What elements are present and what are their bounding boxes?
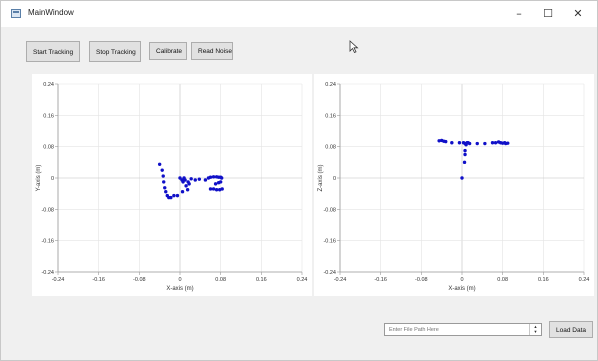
y-tick-label: 0 [51, 176, 54, 182]
x-tick-label: 0.08 [497, 277, 508, 283]
calibrate-button[interactable]: Calibrate [149, 42, 187, 60]
file-path-input[interactable] [384, 323, 542, 336]
data-point [175, 193, 180, 198]
mouse-pointer-icon [349, 40, 359, 53]
spin-arrows-icon[interactable]: ▲ ▼ [529, 324, 541, 335]
data-point [172, 193, 176, 198]
data-point [185, 188, 190, 192]
read-noise-button[interactable]: Read Noise [191, 42, 233, 60]
x-tick-label: 0.24 [297, 277, 308, 283]
title-bar: MainWindow – ☐ ✕ [1, 1, 597, 27]
y-tick-label: -0.08 [323, 207, 336, 213]
data-point [218, 180, 223, 184]
data-point [211, 175, 216, 179]
y-tick-label: -0.08 [41, 207, 54, 213]
x-tick-label: 0.16 [538, 277, 549, 283]
data-point [457, 141, 462, 145]
data-point [163, 186, 167, 190]
minimize-button[interactable]: – [516, 7, 522, 20]
data-point [460, 176, 464, 180]
y-axis-title: Y-axis (m) [36, 165, 42, 192]
y-tick-label: -0.24 [41, 270, 54, 276]
data-point [462, 160, 467, 165]
data-point [214, 188, 219, 192]
x-tick-label: -0.08 [133, 277, 146, 283]
data-point [219, 176, 224, 180]
data-point [444, 139, 448, 144]
data-point [161, 174, 165, 178]
x-tick-label: -0.24 [334, 277, 347, 283]
data-point [169, 195, 173, 200]
data-point [157, 162, 162, 166]
y-tick-label: 0 [333, 176, 336, 182]
y-tick-label: -0.16 [41, 239, 54, 245]
data-point [162, 180, 166, 184]
data-point [463, 152, 467, 157]
data-point [483, 141, 487, 146]
data-point [193, 178, 197, 182]
y-axis-title: Z-axis (m) [318, 165, 324, 192]
y-tick-label: 0.08 [43, 145, 54, 151]
x-tick-label: 0 [178, 277, 181, 283]
data-point [463, 148, 467, 153]
data-point [208, 187, 213, 191]
data-point [493, 141, 498, 145]
y-tick-label: 0.16 [325, 113, 336, 119]
data-point [187, 182, 191, 186]
data-point [183, 178, 187, 182]
y-tick-label: 0.08 [325, 145, 336, 151]
y-tick-label: 0.24 [325, 82, 336, 88]
x-tick-label: -0.08 [415, 277, 428, 283]
data-point [506, 141, 510, 145]
load-data-button[interactable]: Load Data [549, 321, 593, 338]
xy-scatter-plot[interactable]: -0.24 -0.16 -0.08 0 0.08 0.16 0.24 0.24 0.16 0.08… [32, 74, 312, 296]
data-point [490, 141, 495, 145]
x-axis-title: X-axis (m) [166, 286, 193, 292]
x-tick-label: 0.08 [215, 277, 226, 283]
data-point [160, 168, 164, 172]
x-tick-label: 0.16 [256, 277, 267, 283]
data-point [184, 184, 188, 188]
start-tracking-button[interactable]: Start Tracking [26, 41, 80, 62]
data-point [197, 177, 202, 181]
x-tick-label: -0.16 [92, 277, 105, 283]
maximize-button[interactable]: ☐ [543, 7, 553, 20]
data-point [164, 190, 168, 194]
x-tick-label: -0.24 [52, 277, 65, 283]
data-point [450, 141, 454, 145]
app-window-icon [11, 9, 21, 18]
data-point [213, 182, 218, 186]
xz-plot-panel[interactable]: -0.24 -0.16 -0.08 0 0.08 0.16 0.24 0.24 0.16 0.08… [314, 74, 594, 296]
data-point [189, 177, 193, 181]
y-tick-label: 0.16 [43, 113, 54, 119]
y-tick-label: -0.24 [323, 270, 336, 276]
x-axis-title: X-axis (m) [448, 286, 475, 292]
data-point [208, 175, 213, 179]
data-point [467, 141, 472, 146]
data-point [180, 190, 185, 194]
close-button[interactable]: ✕ [573, 7, 583, 20]
data-point [203, 178, 208, 182]
xy-plot-panel[interactable]: -0.24 -0.16 -0.08 0 0.08 0.16 0.24 0.24 0.16 0.08… [32, 74, 312, 296]
data-point [220, 187, 224, 191]
stop-tracking-button[interactable]: Stop Tracking [89, 41, 141, 62]
data-point [211, 187, 216, 191]
window-title: MainWindow [28, 8, 74, 17]
xz-scatter-plot[interactable]: -0.24 -0.16 -0.08 0 0.08 0.16 0.24 0.24 0.16 0.08… [314, 74, 594, 296]
x-tick-label: -0.16 [374, 277, 387, 283]
y-tick-label: 0.24 [43, 82, 54, 88]
y-tick-label: -0.16 [323, 239, 336, 245]
x-tick-label: 0.24 [579, 277, 590, 283]
data-point [475, 141, 479, 146]
data-point [437, 139, 441, 143]
x-tick-label: 0 [460, 277, 463, 283]
